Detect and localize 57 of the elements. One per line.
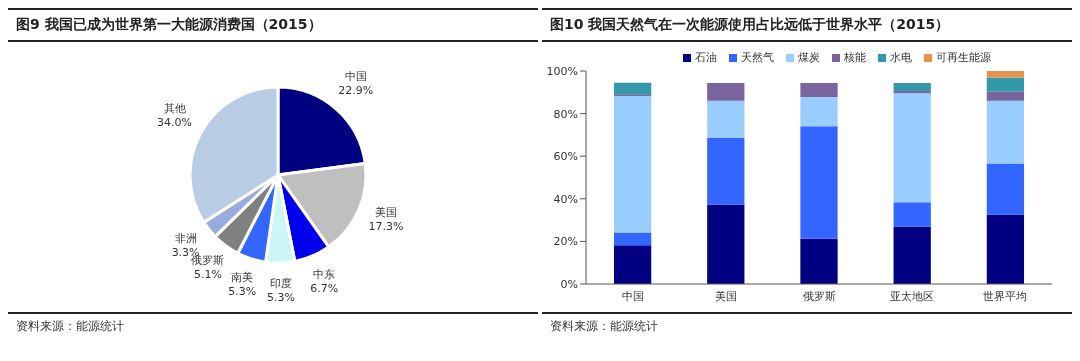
legend-label: 核能 bbox=[843, 50, 866, 65]
slice-label: 南美 bbox=[231, 271, 254, 285]
bar bbox=[707, 100, 745, 139]
slice-label: 中国 bbox=[344, 70, 367, 84]
x-tick-label: 美国 bbox=[714, 289, 737, 303]
y-tick-label: 40% bbox=[553, 192, 578, 206]
bar bbox=[613, 245, 652, 284]
data-label: 17.3% bbox=[368, 220, 404, 234]
bar bbox=[893, 202, 931, 227]
slice-label: 中东 bbox=[313, 267, 336, 281]
bar bbox=[893, 226, 931, 284]
text: 资料来源：能源统计 bbox=[16, 318, 125, 335]
bar bbox=[893, 82, 931, 92]
chart-title: 图10 我国天然气在一次能源使用占比远低于世界水平（2015） bbox=[542, 8, 1072, 42]
bar bbox=[986, 214, 1025, 284]
data-label: 6.7% bbox=[310, 281, 339, 295]
y-tick-label: 80% bbox=[553, 107, 578, 121]
bar bbox=[800, 238, 838, 284]
slice-label: 美国 bbox=[375, 206, 398, 220]
y-tick-label: 100% bbox=[546, 64, 578, 78]
y-tick-label: 0% bbox=[560, 277, 578, 291]
bar bbox=[613, 95, 652, 233]
text: 资料来源：能源统计 bbox=[550, 318, 659, 335]
data-label: 5.1% bbox=[194, 267, 222, 281]
data-label: 5.3% bbox=[266, 290, 295, 304]
bar bbox=[800, 82, 838, 97]
slice-label: 非洲 bbox=[174, 232, 197, 246]
bar bbox=[613, 82, 652, 95]
legend-label: 石油 bbox=[694, 50, 717, 65]
slice-label: 其他 bbox=[163, 102, 186, 116]
bar bbox=[800, 126, 838, 239]
bar bbox=[707, 204, 745, 284]
data-label: 34.0% bbox=[157, 116, 193, 130]
slice-label: 印度 bbox=[269, 276, 292, 290]
bar bbox=[986, 77, 1025, 92]
y-tick-label: 20% bbox=[553, 235, 578, 249]
bar bbox=[893, 93, 931, 203]
bar bbox=[707, 82, 745, 101]
legend-label: 水电 bbox=[889, 50, 912, 65]
legend-label: 煤炭 bbox=[797, 50, 820, 65]
x-tick-label: 世界平均 bbox=[983, 289, 1028, 303]
x-tick-label: 俄罗斯 bbox=[802, 289, 836, 303]
x-tick-label: 亚太地区 bbox=[890, 289, 935, 303]
x-tick-label: 中国 bbox=[621, 289, 644, 303]
bar bbox=[707, 138, 745, 205]
bar bbox=[800, 96, 838, 127]
data-label: 22.9% bbox=[338, 84, 374, 98]
data-label: 5.3% bbox=[228, 285, 257, 299]
bar bbox=[986, 91, 1025, 101]
chart-title: 图9 我国已成为世界第一大能源消费国（2015） bbox=[8, 8, 538, 42]
bar bbox=[986, 100, 1025, 164]
y-tick-label: 60% bbox=[553, 150, 578, 164]
legend-label: 可再生能源 bbox=[935, 50, 991, 65]
bar bbox=[613, 232, 652, 246]
bar bbox=[986, 163, 1025, 215]
legend-label: 天然气 bbox=[740, 50, 774, 65]
bar bbox=[986, 71, 1025, 78]
